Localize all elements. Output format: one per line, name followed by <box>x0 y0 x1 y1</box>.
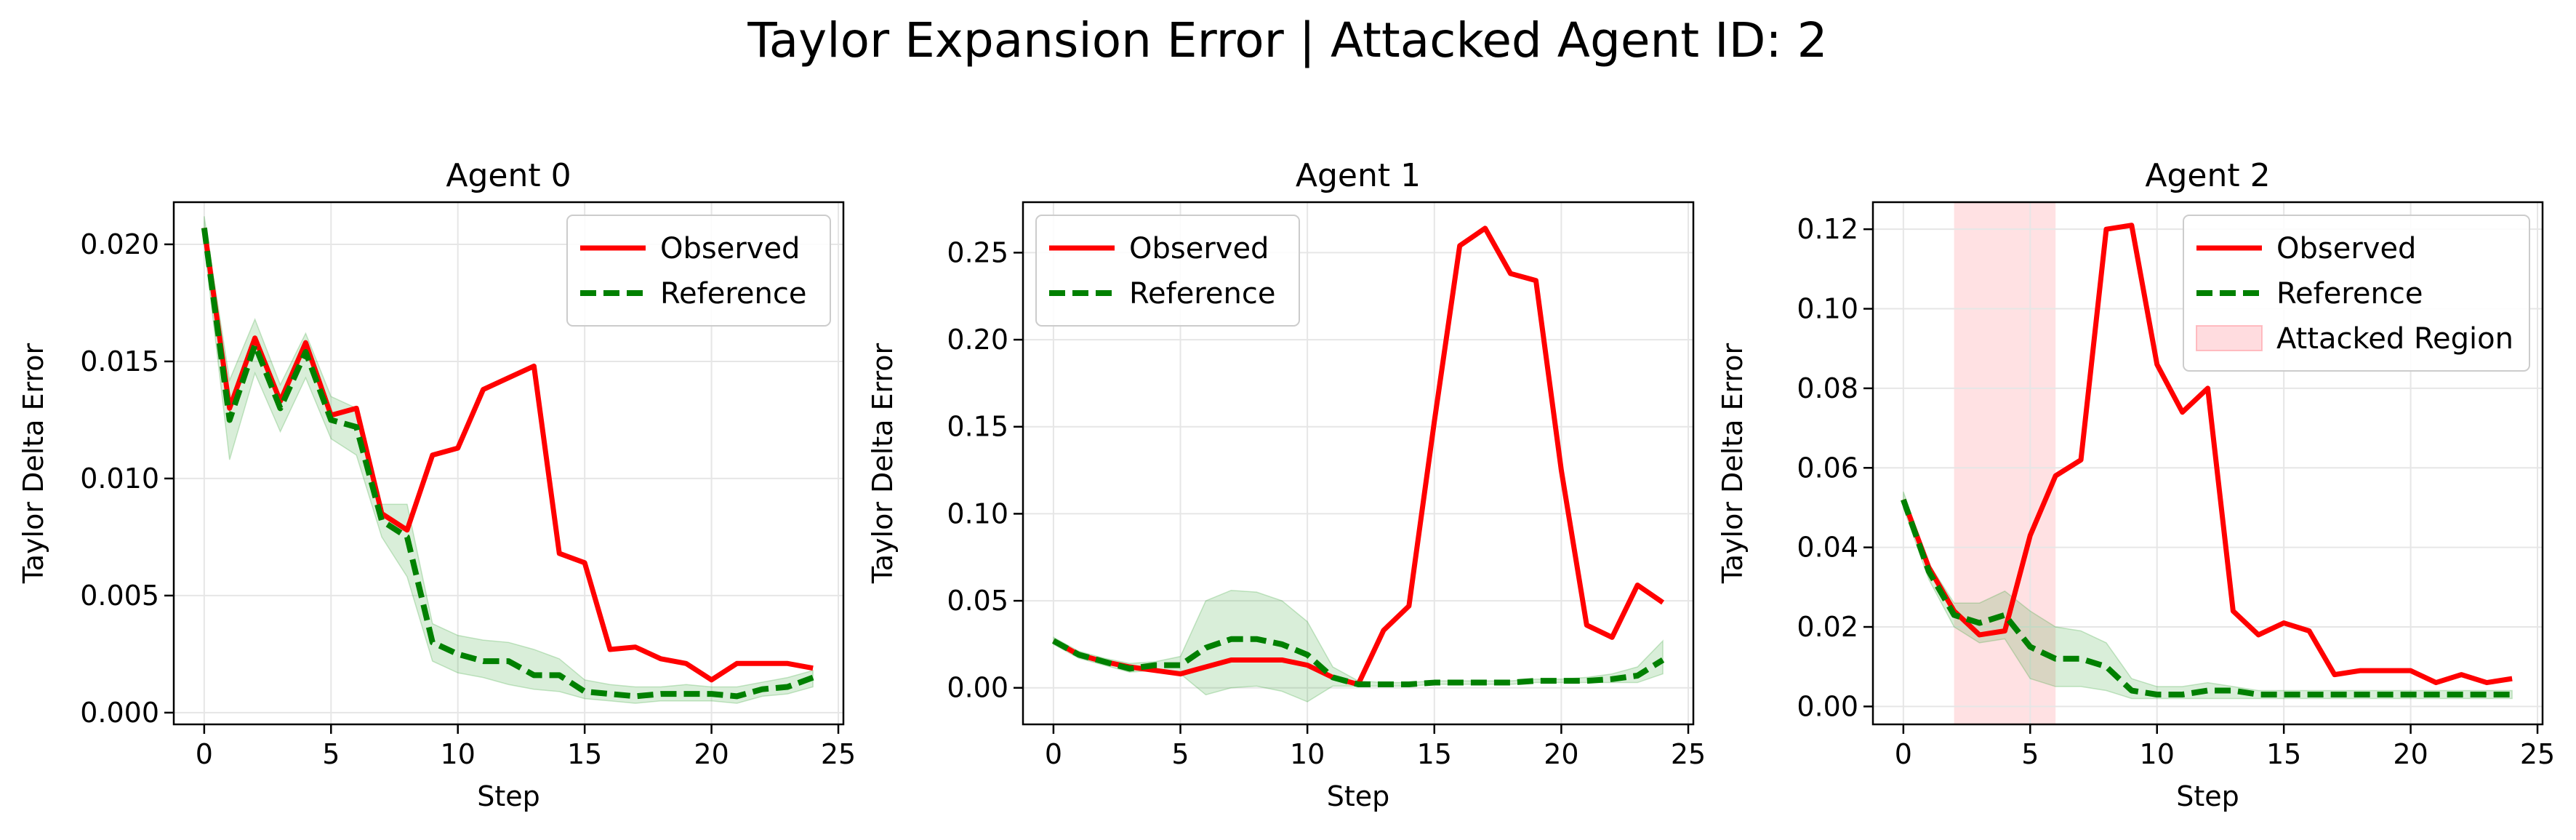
y-tick-label: 0.12 <box>1797 213 1858 245</box>
series-reference-line <box>1051 636 1665 687</box>
x-tick-label: 25 <box>2520 738 2555 770</box>
x-tick-label: 20 <box>1544 738 1578 770</box>
legend-label: Reference <box>660 277 806 311</box>
panels: 0 5 10 15 20 250.0000.0050.0100.0150.020Agent… <box>17 157 2555 812</box>
y-tick-label: 0.05 <box>947 585 1008 617</box>
x-tick-label: 25 <box>821 738 856 770</box>
y-tick-label: 0.06 <box>1797 452 1858 484</box>
y-tick-label: 0.10 <box>947 497 1008 529</box>
plot-data <box>1901 223 2513 700</box>
y-axis-label: Taylor Delta Error <box>1717 343 1749 584</box>
reference-band <box>1903 491 2513 700</box>
x-tick-label: 5 <box>2021 738 2039 770</box>
panel-agent-2: 0 5 10 15 20 25 0.00 0.02 0.04 0.06 0.08 0.10 0.12 Ag… <box>1717 157 2555 812</box>
y-tick-label: 0.015 <box>80 345 159 377</box>
panel-title: Agent 2 <box>2145 157 2270 194</box>
reference-band <box>204 216 814 704</box>
series-reference-line <box>201 227 814 700</box>
x-axis-label: Step <box>1327 780 1390 812</box>
y-tick-label: 0.04 <box>1797 532 1858 564</box>
legend-label: Observed <box>2276 232 2416 265</box>
y-axis-label: Taylor Delta Error <box>17 343 49 584</box>
axes-frame <box>1022 201 1695 726</box>
x-tick-label: 20 <box>694 738 729 770</box>
x-tick-label: 15 <box>567 738 602 770</box>
y-tick-label: 0.10 <box>1797 293 1858 325</box>
y-tick-label: 0.00 <box>1797 690 1858 722</box>
y-tick-label: 0.020 <box>80 228 159 260</box>
legend-box <box>2183 215 2530 372</box>
y-tick-label: 0.25 <box>947 236 1008 268</box>
legend: Observed Reference Attacked Region <box>2183 215 2530 372</box>
axes-frame <box>172 201 845 726</box>
y-axis-label: Taylor Delta Error <box>867 343 899 584</box>
x-tick-label: 0 <box>1895 738 1912 770</box>
y-tick-label: 0.20 <box>947 324 1008 356</box>
x-tick-label: 10 <box>1290 738 1325 770</box>
x-tick-label: 5 <box>322 738 340 770</box>
axes-frame <box>1871 201 2544 726</box>
panel-title: Agent 0 <box>446 157 571 194</box>
y-tick-label: 0.08 <box>1797 372 1858 404</box>
x-tick-label: 10 <box>2140 738 2175 770</box>
figure-title: Taylor Expansion Error | Attacked Agent … <box>747 12 1827 68</box>
legend-label: Observed <box>1129 232 1269 265</box>
y-tick-label: 0.02 <box>1797 611 1858 643</box>
y-tick-label: 0.010 <box>80 463 159 495</box>
legend-box <box>1035 215 1300 327</box>
legend-attacked-swatch <box>2196 325 2263 351</box>
legend-label: Reference <box>2276 277 2423 311</box>
x-tick-label: 5 <box>1171 738 1189 770</box>
legend: Observed Reference <box>566 215 831 327</box>
y-tick-label: 0.00 <box>947 672 1008 704</box>
x-axis-label: Step <box>2176 780 2239 812</box>
plot-data <box>1051 225 1665 703</box>
y-tick-label: 0.005 <box>80 580 159 612</box>
legend-label: Attacked Region <box>2276 322 2513 356</box>
panel-agent-0: 0 5 10 15 20 25 0.000 0.005 0.010 0.015 0.020 Agent… <box>17 157 856 812</box>
plot-data <box>201 216 814 704</box>
legend-box <box>566 215 831 327</box>
legend: Observed Reference <box>1035 215 1300 327</box>
legend-label: Reference <box>1129 277 1275 311</box>
y-tick-label: 0.15 <box>947 411 1008 443</box>
series-observed-line <box>201 227 814 683</box>
x-tick-label: 0 <box>1045 738 1062 770</box>
x-tick-label: 15 <box>2266 738 2301 770</box>
x-tick-label: 25 <box>1671 738 1706 770</box>
x-tick-label: 20 <box>2393 738 2428 770</box>
x-axis-label: Step <box>477 780 540 812</box>
reference-band <box>1053 589 1664 703</box>
x-tick-label: 0 <box>196 738 213 770</box>
panel-agent-1: 0 5 10 15 20 25 0.00 0.05 0.10 0.15 0.20 0.25 Agent … <box>867 157 1706 812</box>
x-tick-label: 15 <box>1417 738 1452 770</box>
series-reference-line <box>1901 498 2513 697</box>
series-observed-line <box>1901 223 2513 686</box>
attacked-region <box>1954 202 2056 724</box>
panel-title: Agent 1 <box>1296 157 1421 194</box>
grid <box>174 202 843 724</box>
legend-label: Observed <box>660 232 800 265</box>
x-tick-label: 10 <box>441 738 476 770</box>
y-tick-label: 0.000 <box>80 697 159 729</box>
